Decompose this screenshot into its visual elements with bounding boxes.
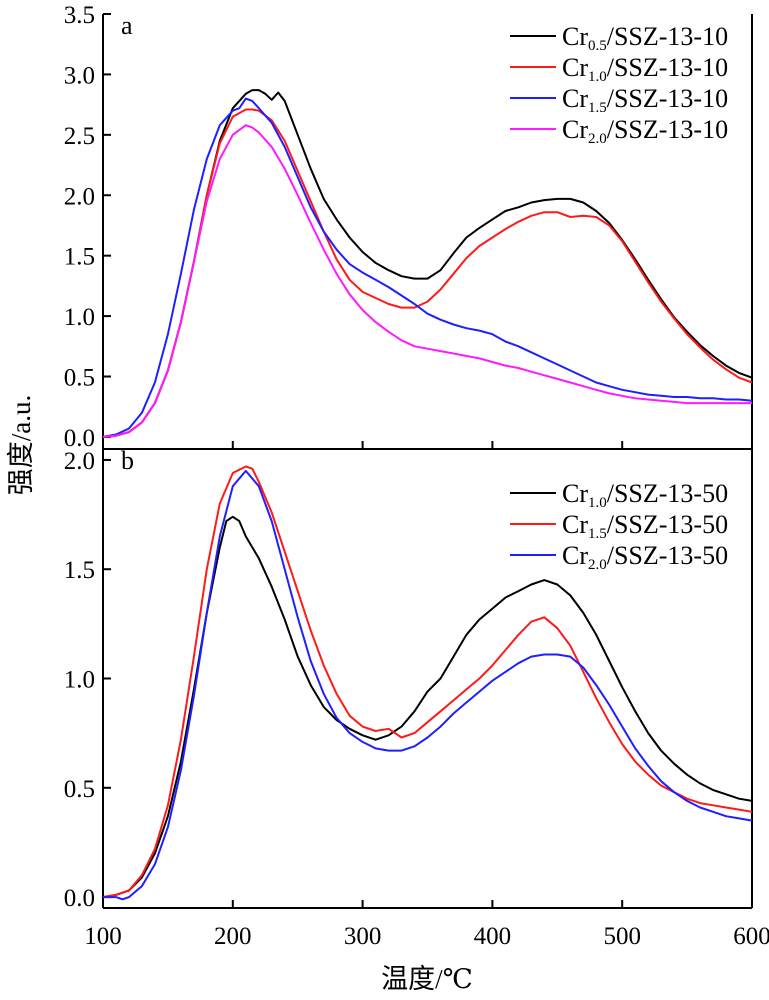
series-line [102,515,753,899]
y-tick-label: 1.5 [64,557,95,584]
y-tick-label: 0.0 [64,425,95,452]
y-tick-label: 0.0 [64,885,95,912]
y-tick-label: 0.5 [64,776,95,803]
legend-label: Cr1.5/SSZ-13-50 [562,510,728,542]
panel-label: a [121,11,133,40]
legend-label: Cr1.0/SSZ-13-10 [562,53,728,85]
x-tick-label: 600 [733,923,769,950]
legend-label: Cr2.0/SSZ-13-50 [562,541,728,573]
panel-label: b [121,446,134,475]
y-tick-label: 1.0 [64,304,95,331]
x-tick-label: 100 [84,923,122,950]
y-axis-title: 强度/a.u. [6,395,36,496]
y-tick-label: 0.5 [64,365,95,392]
series-line [102,108,753,438]
legend-label: Cr1.5/SSZ-13-10 [562,84,728,116]
panel-a: 0.0 0.5 1.0 1.5 2.0 2.5 3.0 3.5 a Cr0.5/SSZ-13-10… [64,2,753,452]
series-line [102,124,752,438]
legend-label: Cr0.5/SSZ-13-10 [562,22,728,54]
series-line [103,469,753,901]
x-axis-title: 温度/℃ [381,964,473,994]
y-tick-label: 1.0 [64,667,95,694]
series-line [102,97,753,438]
y-tick-label: 2.5 [64,123,95,150]
x-tick-label: 300 [344,923,382,950]
x-tick-label: 200 [214,923,252,950]
series-line [102,465,753,899]
panel-b: 0.0 0.5 1.0 1.5 2.0 100 200 300 400 500 600 b Cr1.0/… [64,446,769,950]
y-tick-label: 3.0 [64,62,95,89]
y-tick-label: 2.0 [64,448,95,475]
y-tick-label: 3.5 [64,2,95,29]
x-tick-label: 400 [474,923,512,950]
y-tick-label: 2.0 [64,183,95,210]
y-tick-label: 1.5 [64,244,95,271]
legend-label: Cr2.0/SSZ-13-10 [562,115,728,147]
legend-label: Cr1.0/SSZ-13-50 [562,479,728,511]
x-tick-label: 500 [603,923,641,950]
